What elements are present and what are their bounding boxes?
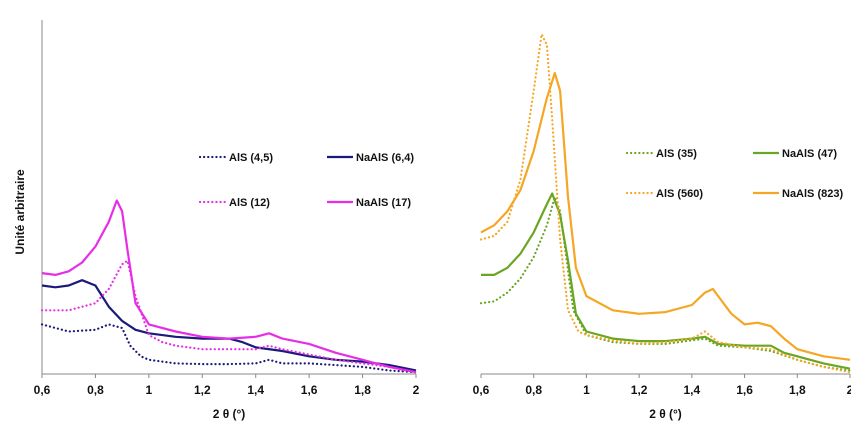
legend-label: AlS (560)	[656, 188, 703, 200]
x-tick-label: 0,6	[34, 383, 51, 397]
series-line-1-3	[40, 259, 418, 374]
legend-label: NaAlS (823)	[782, 188, 843, 200]
x-tick-label: 2	[847, 383, 851, 397]
series-line-1-2	[41, 279, 417, 372]
series-line-1-4	[41, 199, 417, 374]
x-axis-label: 2 θ (°)	[213, 407, 246, 421]
x-tick-label: 1	[583, 383, 590, 397]
series-line-2-4	[480, 72, 851, 361]
x-tick-label: 1,2	[194, 383, 211, 397]
x-axis-label: 2 θ (°)	[649, 407, 682, 421]
x-tick-label: 1,4	[247, 383, 264, 397]
series-line-2-3	[479, 33, 851, 374]
x-tick-label: 2	[413, 383, 420, 397]
legend-label: NaAlS (17)	[356, 197, 411, 209]
series-line-1-1	[40, 323, 418, 374]
x-tick-label: 1,8	[354, 383, 371, 397]
x-tick-label: 1,4	[684, 383, 701, 397]
x-tick-label: 1,6	[736, 383, 753, 397]
legend-label: AlS (35)	[656, 148, 697, 160]
x-tick-label: 0,8	[87, 383, 104, 397]
legend-label: AlS (4,5)	[229, 152, 273, 164]
series-line-2-1	[479, 195, 851, 372]
x-tick-label: 1,2	[631, 383, 648, 397]
chart-panel-1: 0,6 0,8 1 1,2 1,4 1,6 1,8 2 2 θ (°) AlS (4,5) NaAl…	[34, 20, 420, 421]
legend-label: AlS (12)	[229, 197, 270, 209]
x-tick-label: 1,6	[301, 383, 318, 397]
series-line-2-2	[481, 192, 851, 370]
x-tick-label: 1,8	[789, 383, 806, 397]
legend-label: NaAlS (6,4)	[356, 152, 414, 164]
legend-label: NaAlS (47)	[782, 148, 837, 160]
x-tick-label: 0,8	[525, 383, 542, 397]
x-tick-label: 1	[146, 383, 153, 397]
x-tick-label: 0,6	[473, 383, 490, 397]
chart-panel-2: 0,6 0,8 1 1,2 1,4 1,6 1,8 2 2 θ (°) AlS (35) NaAlS…	[473, 33, 851, 421]
y-axis-label: Unité arbitraire	[13, 169, 27, 255]
